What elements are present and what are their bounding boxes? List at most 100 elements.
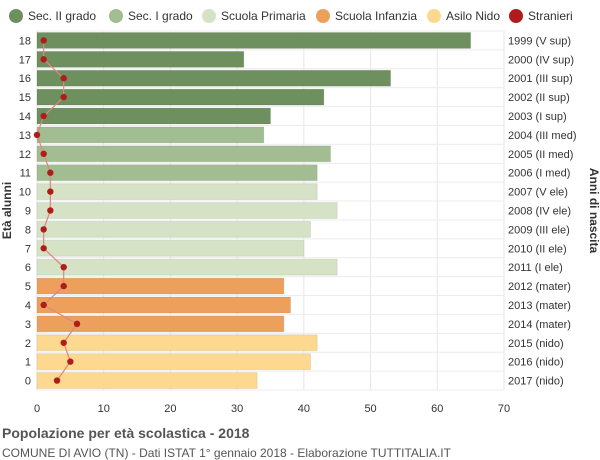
birth-year-tick-label: 2005 (II med): [508, 149, 573, 161]
age-tick-label: 0: [25, 376, 31, 388]
stranieri-point: [67, 358, 74, 365]
legend-swatch: [109, 9, 123, 23]
birth-year-axis: 1999 (V sup) 2000 (IV sup) 2001 (III sup) 2…: [508, 35, 576, 387]
bar: [36, 183, 318, 201]
age-tick-label: 7: [25, 243, 31, 255]
birth-year-tick-label: 2012 (mater): [508, 281, 571, 293]
birth-year-tick-label: 2009 (III ele): [508, 224, 570, 236]
bar: [36, 220, 312, 238]
legend-swatch: [9, 9, 23, 23]
age-tick-label: 4: [25, 300, 31, 312]
birth-year-tick-label: 2004 (III med): [508, 130, 576, 142]
x-tick-label: 20: [164, 403, 176, 415]
bar: [36, 315, 285, 333]
birth-year-tick-label: 2017 (nido): [508, 376, 564, 388]
legend-swatch: [427, 9, 441, 23]
bar: [36, 277, 285, 295]
legend-label: Asilo Nido: [446, 9, 500, 23]
birth-year-tick-label: 1999 (V sup): [508, 35, 571, 47]
stranieri-point: [60, 93, 67, 101]
bar: [36, 32, 472, 49]
age-tick-label: 18: [19, 35, 31, 47]
age-tick-label: 3: [25, 319, 31, 331]
age-tick-label: 14: [19, 111, 31, 123]
legend-swatch: [509, 9, 523, 23]
legend-swatch: [316, 9, 330, 23]
age-tick-label: 1: [25, 357, 31, 369]
stranieri-point: [53, 377, 61, 384]
stranieri-point: [47, 169, 54, 176]
stranieri-point: [60, 263, 67, 271]
legend-swatch: [202, 9, 216, 23]
bar: [36, 239, 305, 257]
bar: [36, 372, 258, 389]
birth-year-tick-label: 2010 (II ele): [508, 243, 567, 255]
x-tick-label: 50: [364, 403, 376, 415]
bar: [36, 126, 265, 144]
stranieri-point: [40, 37, 47, 44]
stranieri-point: [40, 112, 47, 120]
bar: [36, 50, 245, 68]
legend-label: Scuola Infanzia: [335, 9, 417, 23]
age-tick-label: 2: [25, 338, 31, 350]
bar: [36, 145, 332, 163]
stranieri-point: [73, 320, 81, 328]
chart-bars: [36, 32, 472, 389]
bar: [36, 353, 312, 371]
x-tick-label: 60: [431, 403, 443, 415]
age-tick-label: 11: [20, 168, 31, 180]
stranieri-point: [40, 226, 47, 233]
age-tick-label: 17: [19, 54, 31, 66]
birth-year-tick-label: 2008 (IV ele): [508, 206, 571, 218]
stranieri-point: [40, 301, 47, 309]
legend-label: Sec. II grado: [28, 9, 96, 23]
age-tick-label: 10: [19, 187, 31, 199]
bar: [36, 107, 271, 125]
birth-year-tick-label: 2006 (I med): [508, 168, 570, 180]
legend-label: Sec. I grado: [128, 9, 193, 23]
bar: [36, 258, 338, 276]
age-tick-label: 15: [19, 92, 31, 104]
bar: [36, 69, 392, 87]
legend-label: Stranieri: [528, 9, 573, 23]
chart-source: COMUNE DI AVIO (TN) - Dati ISTAT 1° genn…: [2, 446, 451, 460]
x-tick-label: 0: [34, 403, 40, 415]
stranieri-point: [40, 56, 47, 63]
bar: [36, 88, 325, 106]
bar: [36, 296, 292, 314]
x-tick-label: 30: [231, 403, 243, 415]
bar: [36, 334, 318, 352]
x-tick-label: 70: [498, 403, 510, 415]
birth-year-tick-label: 2000 (IV sup): [508, 54, 574, 66]
age-tick-label: 13: [19, 130, 31, 142]
legend-label: Scuola Primaria: [221, 9, 306, 23]
stranieri-point: [60, 339, 67, 346]
birth-year-tick-label: 2003 (I sup): [508, 111, 567, 123]
age-tick-label: 8: [25, 224, 31, 236]
birth-year-tick-label: 2007 (V ele): [508, 187, 568, 199]
stranieri-point: [40, 150, 47, 158]
age-tick-label: 9: [25, 206, 31, 218]
birth-year-tick-label: 2015 (nido): [508, 338, 564, 350]
stranieri-line: [33, 37, 81, 384]
birth-year-tick-label: 2001 (III sup): [508, 73, 573, 85]
age-tick-label: 5: [25, 281, 31, 293]
bar: [36, 202, 338, 219]
chart-legend: Sec. II grado Sec. I grado Scuola Primaria…: [9, 9, 573, 23]
birth-year-tick-label: 2011 (I ele): [508, 262, 563, 274]
stranieri-point: [47, 188, 54, 195]
age-tick-label: 12: [19, 149, 31, 161]
chart-title: Popolazione per età scolastica - 2018: [2, 425, 250, 441]
bar: [36, 164, 318, 182]
x-axis: 0 10 20 30 40 50 60 70: [34, 403, 510, 415]
age-tick-label: 16: [19, 73, 31, 85]
birth-year-tick-label: 2014 (mater): [508, 319, 571, 331]
birth-year-tick-label: 2002 (II sup): [508, 92, 570, 104]
stranieri-point: [33, 131, 41, 139]
stranieri-point: [60, 282, 67, 290]
stranieri-point: [60, 75, 67, 82]
birth-year-tick-label: 2016 (nido): [508, 357, 564, 369]
stranieri-point: [47, 207, 54, 214]
population-chart: Sec. II grado Sec. I grado Scuola Primaria…: [0, 9, 600, 415]
